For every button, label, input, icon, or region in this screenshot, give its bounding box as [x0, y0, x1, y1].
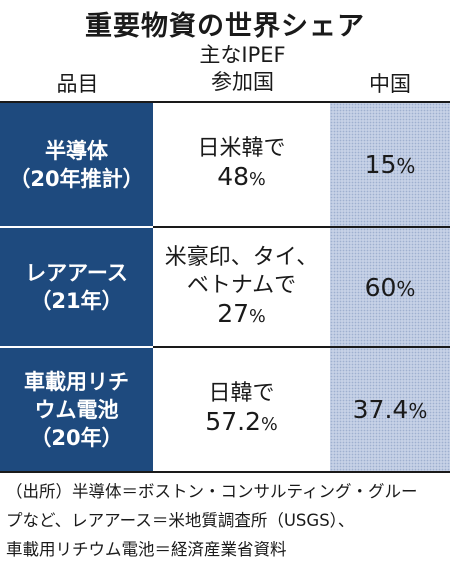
row-battery-ipef: 日韓で 57.2% — [153, 348, 330, 471]
top-rule — [0, 101, 450, 103]
item-name: 車載用リチ — [24, 369, 129, 394]
row-rare-earth-china: 60% — [330, 228, 450, 346]
china-unit: % — [396, 154, 416, 178]
row-rare-earth-ipef: 米豪印、タイ、 ベトナムで 27% — [153, 228, 330, 346]
row-divider — [153, 346, 450, 348]
page-title: 重要物資の世界シェア — [85, 11, 365, 42]
ipef-countries: 米豪印、タイ、 — [164, 244, 319, 270]
item-year: （20年推計） — [9, 166, 144, 191]
row-semiconductor-ipef: 日米韓で 48% — [153, 103, 330, 226]
ipef-countries: 日米韓で — [197, 136, 286, 161]
row-semiconductor-china: 15% — [330, 103, 450, 226]
china-share: 15 — [364, 150, 397, 179]
ipef-share: 48 — [217, 162, 250, 191]
row-semiconductor-item: 半導体 （20年推計） — [0, 103, 153, 226]
item-year: （21年） — [30, 289, 123, 313]
ipef-unit: % — [249, 306, 266, 327]
source-line: 車載用リチウム電池＝経済産業省資料 — [6, 540, 287, 559]
item-name: 半導体 — [44, 138, 108, 163]
item-name-2: ウム電池 — [34, 397, 119, 422]
ipef-unit: % — [260, 415, 278, 435]
row-divider — [153, 226, 450, 228]
header-ipef-line2: 参加国 — [211, 70, 274, 94]
source-line: プなど、レアアース＝米地質調査所（USGS）、 — [6, 511, 355, 530]
row-battery-china: 37.4% — [330, 348, 450, 471]
china-unit: % — [396, 276, 416, 301]
ipef-countries: 日韓で — [208, 381, 275, 406]
ipef-countries-2: ベトナムで — [186, 272, 297, 298]
header-ipef: 主なIPEF 参加国 — [155, 42, 330, 96]
item-year: （20年） — [30, 425, 123, 450]
item-name: レアアース — [25, 261, 128, 285]
row-battery-item: 車載用リチ ウム電池 （20年） — [0, 348, 153, 471]
ipef-share: 27 — [217, 298, 250, 328]
header-item: 品目 — [56, 72, 99, 96]
china-share: 37.4 — [352, 395, 409, 424]
header-ipef-line1: 主なIPEF — [199, 43, 286, 67]
china-unit: % — [408, 399, 428, 423]
ipef-share: 57.2 — [205, 407, 261, 436]
header-china: 中国 — [369, 72, 411, 96]
row-rare-earth-item: レアアース （21年） — [0, 228, 153, 346]
ipef-unit: % — [249, 170, 266, 190]
source-line: （出所）半導体＝ボストン・コンサルティング・グルー — [6, 482, 418, 501]
bottom-rule — [0, 471, 450, 473]
source-note: （出所）半導体＝ボストン・コンサルティング・グルー プなど、レアアース＝米地質調… — [6, 477, 446, 564]
china-share: 60 — [364, 272, 397, 302]
